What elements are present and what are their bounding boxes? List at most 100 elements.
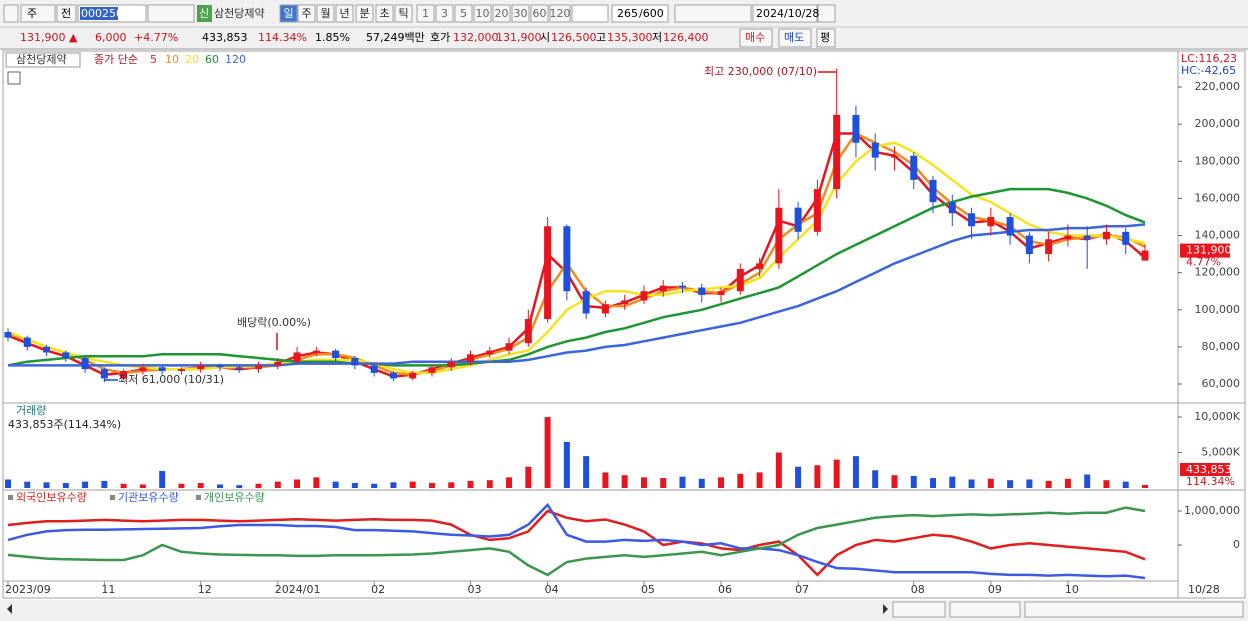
candle-body — [370, 365, 378, 373]
candle-body — [235, 367, 243, 370]
interval-button[interactable] — [549, 4, 571, 23]
legend-entry[interactable]: 외국인보유수량 — [16, 491, 87, 504]
legend-entry[interactable]: 기관보유수량 — [118, 491, 179, 504]
legend-entry[interactable]: 120 — [225, 53, 246, 66]
max-count: /600 — [639, 7, 664, 20]
candle-body — [813, 189, 821, 232]
candle-body — [1141, 250, 1149, 261]
volume-bar — [1122, 481, 1129, 488]
x-tick-label: 02 — [371, 583, 385, 596]
zoom-slider[interactable] — [949, 601, 1021, 618]
volume-bar — [1084, 474, 1091, 488]
x-tick-label: 06 — [718, 583, 732, 596]
market-select[interactable] — [20, 4, 56, 23]
period-button[interactable] — [297, 4, 316, 23]
count-box[interactable] — [611, 4, 669, 23]
y-tick-label: 10,000K — [1194, 410, 1240, 423]
candle-body — [775, 207, 783, 264]
candle-body — [1064, 235, 1072, 240]
scroll-right[interactable] — [883, 604, 888, 614]
tool-buttons[interactable] — [1024, 601, 1244, 618]
y-tick-label: 200,000 — [1195, 117, 1241, 130]
volume-bar — [159, 470, 166, 488]
volume-bar — [24, 481, 31, 488]
candle-body — [23, 337, 31, 347]
sell: 매도 — [784, 31, 804, 44]
interval-button[interactable] — [492, 4, 511, 23]
sell-button[interactable] — [778, 28, 812, 48]
search-buttons[interactable] — [147, 4, 195, 23]
last-volume: 433,853 — [1186, 463, 1232, 476]
candle-body — [447, 361, 455, 368]
volume-bar — [313, 477, 320, 488]
annotation: 배당락(0.00%) — [237, 316, 311, 329]
legend-entry[interactable]: 10 — [165, 53, 179, 66]
scroll-left[interactable] — [7, 604, 12, 614]
period-button[interactable] — [375, 4, 394, 23]
chart-title: 삼천당제약 — [16, 52, 67, 66]
period-button[interactable] — [279, 4, 298, 23]
legend-entry[interactable]: 60 — [205, 53, 219, 66]
badge: 신 — [199, 7, 209, 20]
interval: 30 — [514, 7, 528, 20]
panel-icon[interactable] — [7, 71, 21, 85]
period-button[interactable] — [394, 4, 413, 23]
y-tick-label: 180,000 — [1195, 154, 1241, 167]
y-tick-label: 120,000 — [1195, 266, 1241, 279]
candle-body — [1102, 231, 1110, 240]
candle-body — [100, 369, 108, 379]
x-tick-label: 04 — [545, 583, 559, 596]
tool-icons[interactable] — [674, 4, 752, 23]
candle-body — [409, 372, 417, 379]
candle-body — [43, 346, 51, 353]
x-tick-label: 03 — [468, 583, 482, 596]
period-button[interactable] — [335, 4, 354, 23]
x-tick-label: 2024/01 — [275, 583, 321, 596]
candle-body — [736, 268, 744, 292]
period: 분 — [359, 7, 369, 20]
low: 126,400 — [663, 31, 709, 44]
count: 265 — [617, 7, 638, 20]
candle-body — [332, 350, 340, 359]
legend-entry[interactable]: 20 — [185, 53, 199, 66]
volume-bar — [795, 466, 802, 488]
legend-entry[interactable]: 5 — [150, 53, 157, 66]
volume-bar — [814, 465, 821, 488]
interval-button[interactable] — [473, 4, 492, 23]
candle-body — [486, 350, 494, 355]
combo[interactable] — [571, 4, 609, 23]
nav-buttons[interactable] — [892, 601, 946, 618]
scope-button[interactable] — [56, 4, 77, 23]
calendar-button[interactable] — [817, 4, 836, 23]
icon-button[interactable] — [3, 4, 19, 23]
date-box[interactable] — [752, 4, 818, 23]
period-button[interactable] — [316, 4, 335, 23]
interval: 60 — [533, 7, 547, 20]
market: 주 — [27, 7, 37, 20]
candle-body — [698, 287, 706, 295]
volume-rate: 114.34% — [258, 31, 307, 44]
period-button[interactable] — [355, 4, 374, 23]
interval-button[interactable] — [530, 4, 549, 23]
period: 월 — [320, 7, 330, 20]
volume-bar — [891, 475, 898, 488]
candle-body — [659, 285, 667, 292]
annotation: 최저 61,000 (10/31) — [118, 373, 224, 386]
volume-bar — [872, 470, 879, 488]
interval-button[interactable] — [435, 4, 454, 23]
buy-button[interactable] — [739, 28, 773, 48]
candle-body — [756, 263, 764, 269]
low-label: 저 — [652, 31, 662, 44]
legend-marker — [110, 495, 115, 500]
candle-body — [1045, 239, 1053, 255]
legend-entry[interactable]: 개인보유수량 — [204, 491, 265, 504]
volume-bar — [5, 479, 11, 488]
interval-button[interactable] — [511, 4, 530, 23]
avg-button[interactable] — [816, 28, 836, 48]
turnover: 1.85% — [315, 31, 350, 44]
period: 초 — [379, 7, 389, 20]
interval-button[interactable] — [416, 4, 435, 23]
interval-button[interactable] — [454, 4, 473, 23]
volume-bar — [390, 482, 397, 488]
candle-body — [351, 358, 359, 366]
